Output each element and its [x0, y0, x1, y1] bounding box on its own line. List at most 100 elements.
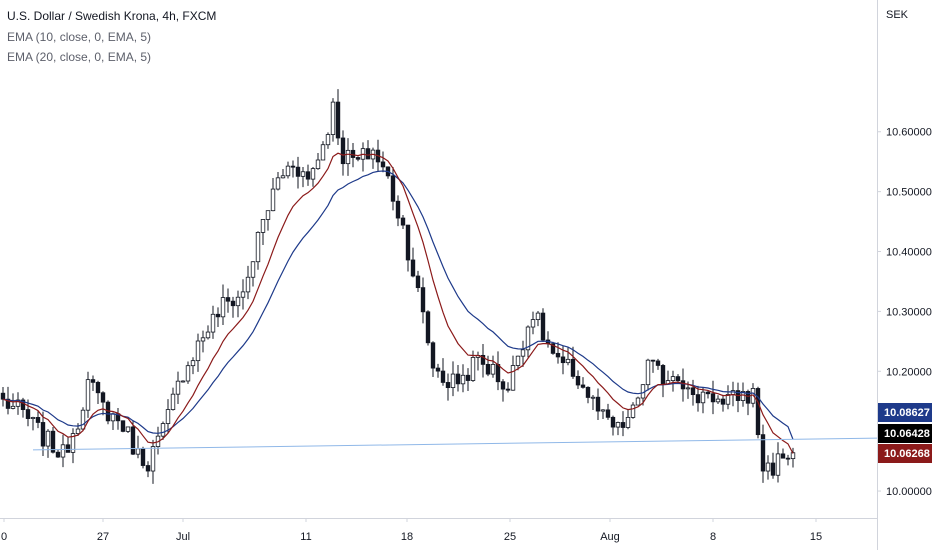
candle-body	[340, 137, 346, 165]
candle-body	[745, 391, 751, 404]
candle-body	[760, 434, 766, 472]
candle-body	[710, 393, 716, 403]
candle-body	[520, 349, 526, 357]
time-axis[interactable]: 0 27 Jul 11 18 25 Aug 8 15	[0, 518, 877, 543]
candle-body	[55, 451, 61, 458]
candle-body	[685, 387, 691, 390]
plot-area[interactable]	[0, 89, 878, 484]
y-tick-label: 10.30000	[886, 306, 932, 318]
candle-body	[255, 232, 261, 263]
candle-body	[560, 356, 566, 364]
candle-body	[415, 275, 421, 289]
candle-body	[380, 161, 386, 168]
candle-body	[490, 364, 496, 375]
candle-body	[550, 343, 556, 354]
x-tick-label: 0	[1, 531, 7, 543]
support-trendline[interactable]	[32, 437, 878, 451]
candle-body	[335, 101, 341, 139]
candle-body	[690, 387, 696, 396]
candle-body	[725, 394, 731, 405]
candle-body	[410, 259, 416, 277]
x-tick-label: 27	[97, 531, 109, 543]
candle-body	[195, 340, 201, 362]
candle-body	[60, 444, 66, 458]
candle-body	[675, 376, 681, 382]
candle-body	[495, 364, 501, 383]
y-tick-label: 10.40000	[886, 247, 932, 259]
candle-body	[615, 422, 621, 428]
candle-body	[395, 200, 401, 219]
price-axis[interactable]: SEK 10.60000 10.50000 10.40000 10.30000 10.2…	[877, 0, 932, 550]
candle-body	[125, 426, 131, 432]
candle-body	[450, 373, 456, 389]
ema-slow-legend: EMA (20, close, 0, EMA, 5)	[7, 50, 152, 64]
candle-body	[300, 171, 306, 177]
candle-body	[90, 379, 96, 383]
candle-body	[205, 331, 211, 339]
candle-body	[510, 365, 516, 391]
candle-body	[400, 217, 406, 226]
candle-body	[135, 448, 141, 455]
candle-body	[215, 313, 221, 318]
candle-body	[225, 297, 231, 302]
candle-body	[695, 394, 701, 404]
candle-body	[585, 386, 591, 398]
candle-body	[245, 276, 251, 293]
candle-body	[70, 433, 76, 453]
candle-body	[425, 311, 431, 344]
candle-body	[345, 149, 351, 165]
candle-body	[290, 165, 296, 168]
candle-body	[305, 171, 311, 180]
candle-body	[320, 144, 326, 161]
candle-body	[720, 398, 726, 405]
candle-body	[630, 404, 636, 418]
candle-body	[500, 381, 506, 390]
candle-body	[175, 380, 181, 395]
candle-body	[570, 358, 576, 377]
candle-body	[75, 428, 81, 434]
candle-body	[210, 313, 216, 333]
candle-body	[790, 452, 796, 460]
x-tick-label: 18	[401, 531, 413, 543]
x-tick-label: 25	[504, 531, 516, 543]
candle-body	[435, 367, 441, 372]
candle-body	[230, 300, 236, 307]
candle-body	[45, 430, 51, 447]
candle-body	[715, 398, 721, 403]
candle-body	[555, 352, 561, 358]
candle-body	[220, 297, 226, 318]
candle-body	[95, 381, 101, 394]
candle-body	[470, 357, 476, 381]
candle-body	[670, 376, 676, 382]
x-tick-label: 8	[710, 531, 716, 543]
candle-body	[250, 261, 256, 278]
candle-body	[185, 365, 191, 382]
candle-body	[100, 392, 106, 403]
candle-body	[110, 413, 116, 422]
candle-body	[190, 360, 196, 367]
candle-body	[330, 101, 336, 135]
candle-body	[485, 363, 491, 375]
candle-body	[620, 422, 626, 428]
candle-body	[275, 177, 281, 190]
candle-body	[420, 287, 426, 313]
candle-body	[655, 360, 661, 366]
candle-body	[310, 168, 316, 180]
candle-body	[540, 312, 546, 341]
last-price-badge-text: 10.06428	[884, 428, 930, 440]
candle-body	[465, 374, 471, 381]
ema-fast-price-badge-text: 10.06268	[884, 448, 930, 460]
candle-body	[10, 405, 16, 409]
candle-body	[150, 446, 156, 472]
candle-body	[535, 312, 541, 321]
candle-body	[260, 219, 266, 233]
candle-body	[160, 423, 166, 437]
ema-fast-price-badge	[878, 444, 932, 463]
candle-body	[705, 391, 711, 395]
candle-body	[350, 149, 356, 158]
candle-body	[5, 398, 11, 409]
candle-body	[645, 359, 651, 386]
ema-slow-price-badge-text: 10.08627	[884, 407, 930, 419]
candle-body	[445, 382, 451, 389]
